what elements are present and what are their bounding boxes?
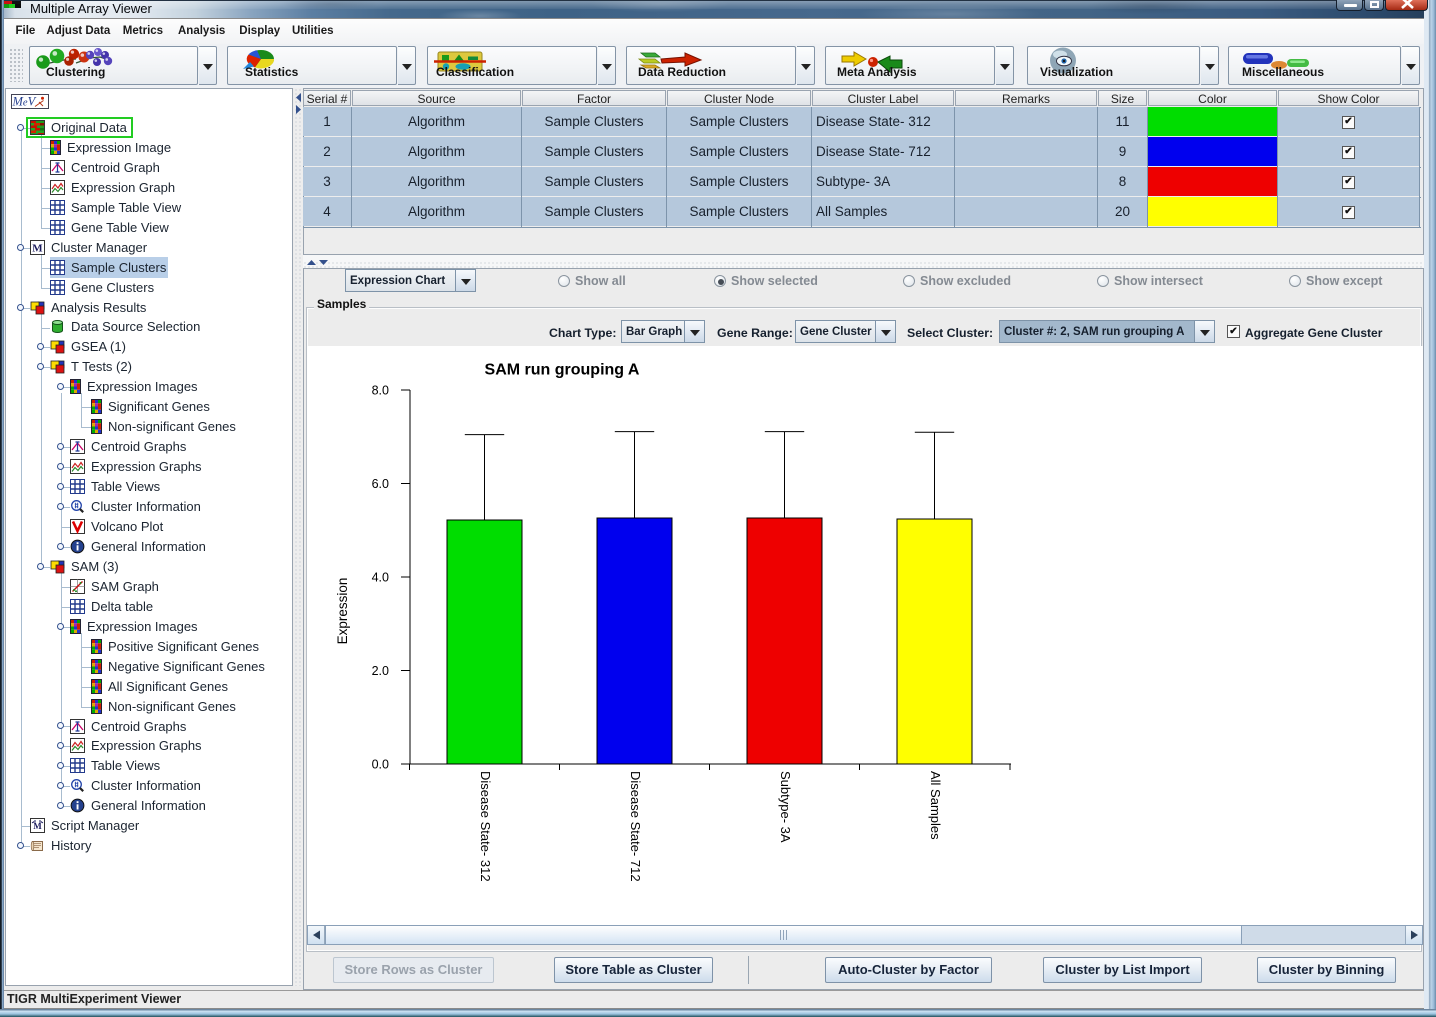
svg-text:2.0: 2.0 bbox=[372, 664, 389, 678]
svg-text:Disease State- 712: Disease State- 712 bbox=[628, 771, 643, 882]
svg-text:Subtype- 3A: Subtype- 3A bbox=[778, 771, 793, 843]
svg-text:MeV: MeV bbox=[12, 95, 37, 108]
svg-text:0.0: 0.0 bbox=[372, 758, 389, 772]
svg-text:Expression: Expression bbox=[335, 578, 350, 645]
svg-text:6.0: 6.0 bbox=[372, 477, 389, 491]
svg-text:SAM run grouping A: SAM run grouping A bbox=[485, 362, 640, 379]
svg-text:4.0: 4.0 bbox=[372, 571, 389, 585]
svg-text:M: M bbox=[33, 821, 42, 831]
svg-text:All Samples: All Samples bbox=[928, 771, 943, 840]
svg-text:8.0: 8.0 bbox=[372, 384, 389, 398]
svg-text:Disease State- 312: Disease State- 312 bbox=[478, 771, 493, 882]
svg-text:M: M bbox=[32, 243, 43, 255]
